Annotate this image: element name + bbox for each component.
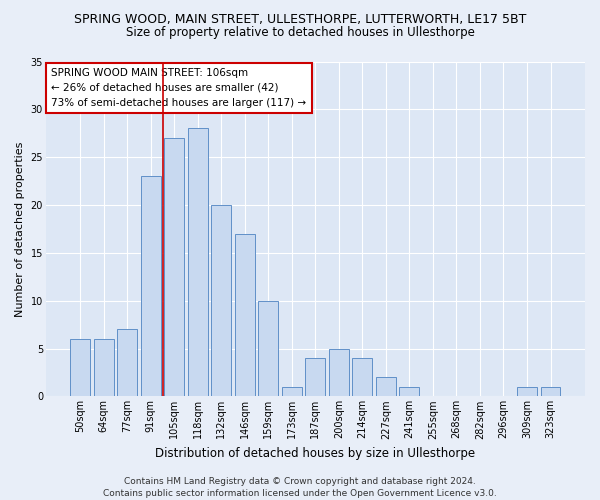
Bar [376,378,396,396]
Bar [305,358,325,397]
Text: Size of property relative to detached houses in Ullesthorpe: Size of property relative to detached ho… [125,26,475,39]
X-axis label: Distribution of detached houses by size in Ullesthorpe: Distribution of detached houses by size … [155,447,475,460]
Bar [164,138,184,396]
Bar [282,387,302,396]
Text: SPRING WOOD, MAIN STREET, ULLESTHORPE, LUTTERWORTH, LE17 5BT: SPRING WOOD, MAIN STREET, ULLESTHORPE, L… [74,12,526,26]
Bar [352,358,373,397]
Bar [235,234,255,396]
Bar [259,300,278,396]
Bar [329,348,349,397]
Bar [70,339,91,396]
Text: SPRING WOOD MAIN STREET: 106sqm
← 26% of detached houses are smaller (42)
73% of: SPRING WOOD MAIN STREET: 106sqm ← 26% of… [51,68,307,108]
Bar [188,128,208,396]
Bar [400,387,419,396]
Text: Contains HM Land Registry data © Crown copyright and database right 2024.
Contai: Contains HM Land Registry data © Crown c… [103,476,497,498]
Bar [541,387,560,396]
Y-axis label: Number of detached properties: Number of detached properties [15,142,25,316]
Bar [94,339,114,396]
Bar [211,205,232,396]
Bar [141,176,161,396]
Bar [517,387,537,396]
Bar [118,330,137,396]
